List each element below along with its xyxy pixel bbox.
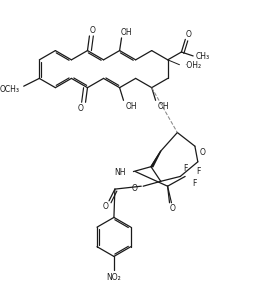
- Text: O: O: [131, 184, 137, 193]
- Text: F: F: [193, 179, 197, 188]
- Text: O: O: [185, 30, 191, 39]
- Text: OH: OH: [125, 102, 137, 111]
- Text: F: F: [197, 167, 201, 176]
- Text: ·OH₂: ·OH₂: [185, 61, 202, 70]
- Text: O: O: [170, 204, 175, 213]
- Text: O: O: [199, 148, 205, 156]
- Text: O: O: [78, 104, 83, 113]
- Text: OH: OH: [121, 27, 132, 37]
- Text: OCH₃: OCH₃: [0, 85, 20, 94]
- Text: F: F: [183, 164, 187, 173]
- Text: OH: OH: [158, 102, 169, 111]
- Text: O: O: [89, 25, 95, 35]
- Text: NO₂: NO₂: [107, 273, 121, 282]
- Text: NH: NH: [114, 168, 126, 177]
- Text: CH₃: CH₃: [196, 52, 210, 61]
- Text: O: O: [102, 202, 108, 211]
- Polygon shape: [151, 151, 161, 167]
